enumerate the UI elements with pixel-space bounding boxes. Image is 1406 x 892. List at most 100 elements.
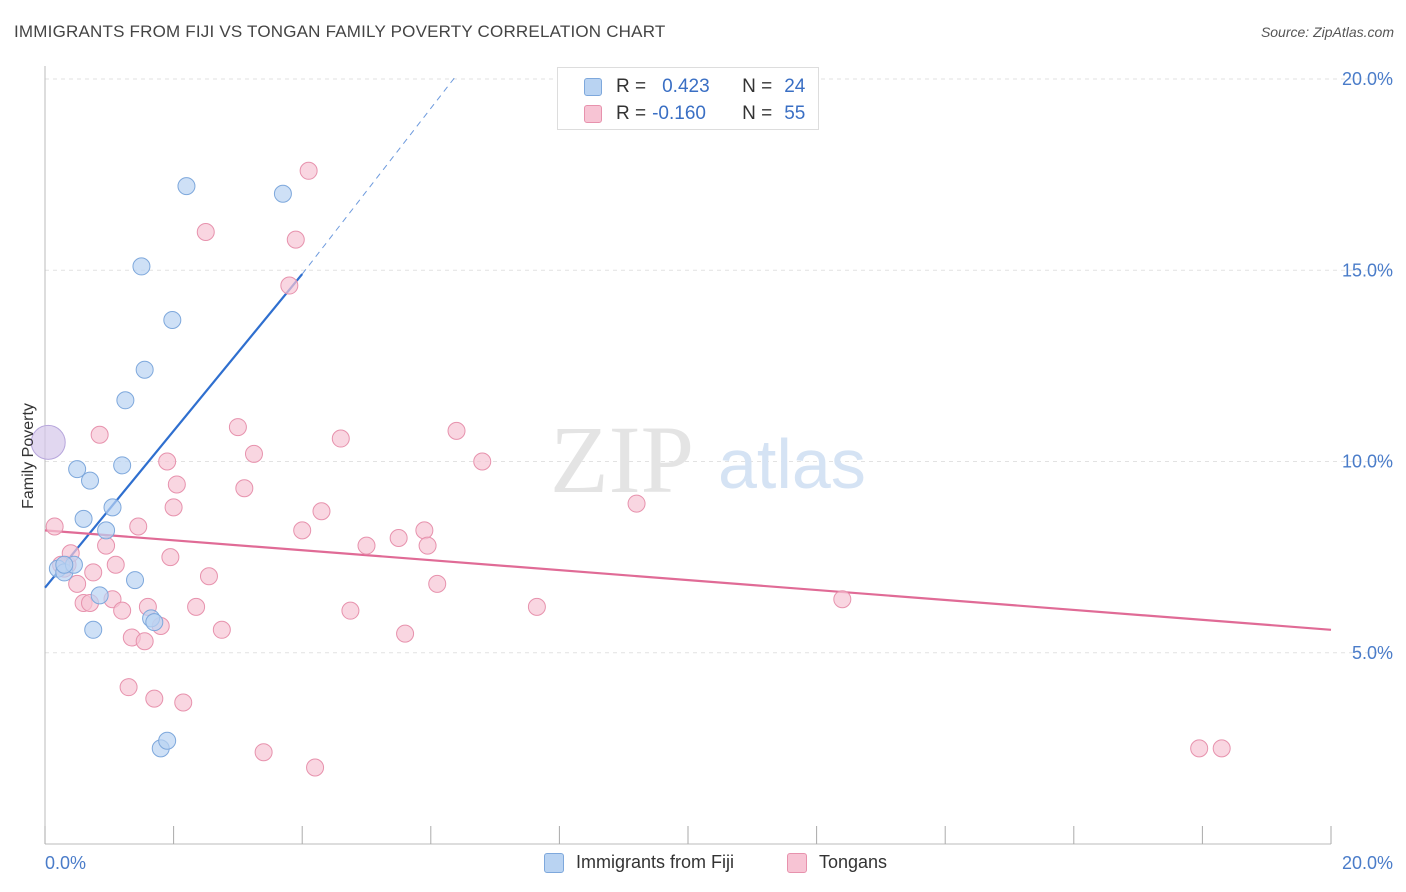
tongan-point <box>235 479 254 498</box>
fiji-point <box>273 184 292 203</box>
tongan-point <box>199 567 218 586</box>
grid-lines <box>45 78 1392 654</box>
tongan-point <box>167 475 186 494</box>
fiji-legend-swatch <box>544 852 564 873</box>
fiji-legend-label: Immigrants from Fiji <box>576 852 735 872</box>
legend-row-tongan: R = -0.160 N = 55 <box>584 102 805 126</box>
tongan-point <box>244 444 263 463</box>
tongan-point <box>135 632 154 651</box>
fiji-n-label: N = <box>742 76 773 97</box>
tongan-point <box>164 498 183 517</box>
tick-labels: 5.0% 10.0% 15.0% 20.0% 0.0% 20.0% <box>45 69 1393 873</box>
tongan-point <box>473 452 492 471</box>
fiji-point <box>132 257 151 276</box>
fiji-point <box>158 731 177 750</box>
y-tick-label: 10.0% <box>1342 452 1393 472</box>
fiji-point <box>84 620 103 639</box>
tongan-legend-label: Tongans <box>819 852 888 872</box>
fiji-point <box>113 456 132 475</box>
tongan-point <box>1190 739 1209 758</box>
tongan-r-value: -0.160 <box>652 103 706 124</box>
fiji-point <box>116 391 135 410</box>
tongan-point <box>331 429 350 448</box>
legend-item-fiji[interactable]: Immigrants from Fiji <box>544 852 734 873</box>
fiji-point <box>177 177 196 196</box>
fiji-point <box>81 471 100 490</box>
fiji-point <box>90 586 109 605</box>
watermark-atlas: atlas <box>718 425 866 503</box>
x-tick-label: 0.0% <box>45 853 86 873</box>
data-points <box>30 161 1231 777</box>
fiji-point <box>74 509 93 528</box>
tongan-point <box>833 590 852 609</box>
tongan-point <box>312 502 331 521</box>
tongan-point <box>447 421 466 440</box>
tongan-point <box>389 529 408 547</box>
tongan-point <box>196 223 215 241</box>
source-label: Source: ZipAtlas.com <box>1260 24 1394 40</box>
tongan-point <box>396 624 415 643</box>
tongan-point <box>527 597 546 616</box>
tongan-point <box>106 555 125 574</box>
tongan-point <box>341 601 360 620</box>
tongan-point <box>68 574 87 593</box>
legend-item-tongan[interactable]: Tongans <box>787 852 887 873</box>
correlation-legend: R = 0.423 N = 24 R = -0.160 N = 55 <box>557 67 819 130</box>
trend-lines <box>44 74 1332 631</box>
fiji-point <box>163 310 182 329</box>
tongan-point <box>187 597 206 616</box>
tongan-point <box>415 521 434 540</box>
fiji-n-value: 24 <box>784 76 806 97</box>
tongan-point <box>145 689 164 708</box>
tongan-point <box>90 425 109 444</box>
tongan-point <box>357 536 376 555</box>
fiji-r-value: 0.423 <box>662 76 710 97</box>
y-tick-label: 20.0% <box>1342 69 1393 89</box>
tongan-point <box>280 276 299 295</box>
chart-title: IMMIGRANTS FROM FIJI VS TONGAN FAMILY PO… <box>14 22 666 41</box>
tongan-point <box>158 452 177 471</box>
tongan-point <box>113 601 132 620</box>
tongan-point <box>293 521 312 540</box>
tongan-legend-swatch <box>787 852 807 873</box>
fiji-point <box>103 498 122 517</box>
tongan-point <box>228 418 247 437</box>
tongan-point <box>161 548 180 567</box>
fiji-point <box>30 424 66 460</box>
tongan-point <box>299 161 318 180</box>
series-legend: Immigrants from Fiji Tongans <box>0 852 1406 878</box>
fiji-r-label: R = <box>616 76 647 97</box>
tongan-n-value: 55 <box>784 103 806 124</box>
y-tick-label: 15.0% <box>1342 260 1393 280</box>
y-tick-label: 5.0% <box>1352 643 1393 663</box>
fiji-trend-extension <box>301 74 457 275</box>
fiji-point <box>97 521 116 540</box>
tongan-point <box>627 494 646 513</box>
fiji-trend-line <box>44 273 304 589</box>
tongan-point <box>97 536 116 555</box>
tongan-point <box>212 620 231 639</box>
tongan-point <box>129 517 148 536</box>
fiji-point <box>145 613 164 632</box>
tongan-point <box>306 758 325 777</box>
fiji-point <box>135 360 154 379</box>
fiji-point <box>55 555 74 574</box>
tongan-n-label: N = <box>742 103 773 124</box>
tongan-point <box>1212 739 1231 758</box>
tongan-point <box>45 517 64 536</box>
tongan-point <box>119 678 138 697</box>
x-tick-label: 20.0% <box>1342 853 1393 873</box>
y-axis-label: Family Poverty <box>20 403 37 509</box>
tongan-point <box>286 230 305 249</box>
tongan-r-label: R = <box>616 103 647 124</box>
tongan-point <box>254 743 273 762</box>
fiji-point <box>126 571 145 590</box>
tongan-point <box>174 693 193 712</box>
watermark-zip: ZIP <box>550 406 694 513</box>
tongan-point <box>418 536 437 555</box>
fiji-swatch <box>584 78 602 96</box>
fiji-point <box>68 460 87 479</box>
legend-row-fiji: R = 0.423 N = 24 <box>584 75 805 99</box>
tongan-point <box>84 563 103 582</box>
